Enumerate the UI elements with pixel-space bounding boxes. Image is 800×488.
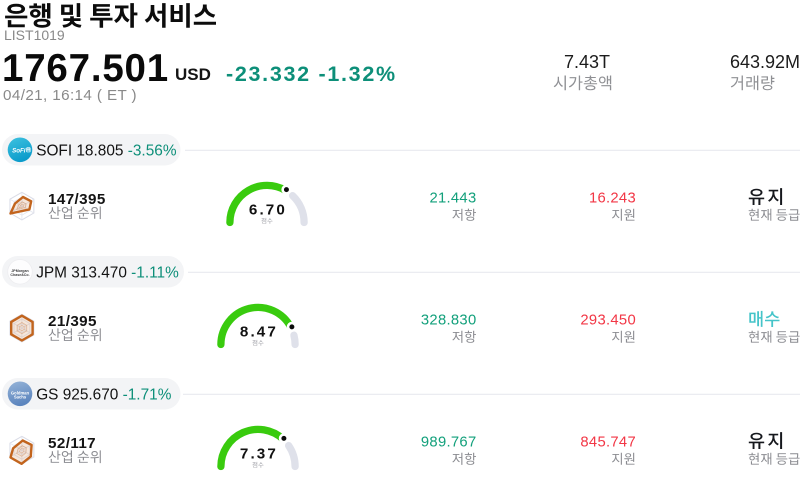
svg-text:JPM 313.470 -1.11%: JPM 313.470 -1.11% (36, 264, 179, 281)
svg-text:52/117: 52/117 (48, 435, 96, 452)
svg-text:LIST1019: LIST1019 (4, 27, 65, 43)
svg-text:7.37: 7.37 (240, 446, 278, 463)
svg-text:GS 925.670 -1.71%: GS 925.670 -1.71% (36, 386, 172, 403)
svg-text:643.92M: 643.92M (730, 52, 800, 72)
svg-text:1767.501: 1767.501 (2, 47, 169, 90)
svg-text:Chase&Co.: Chase&Co. (10, 273, 29, 277)
svg-text:SoFi: SoFi (12, 147, 26, 154)
svg-text:7.43T: 7.43T (564, 52, 610, 72)
svg-text:6.70: 6.70 (249, 202, 287, 219)
svg-text:04/21, 16:14 ( ET ): 04/21, 16:14 ( ET ) (3, 87, 137, 104)
svg-text:21/395: 21/395 (48, 313, 97, 330)
svg-text:845.747: 845.747 (580, 435, 636, 451)
svg-text:21.443: 21.443 (429, 191, 476, 207)
svg-text:Goldman: Goldman (11, 390, 30, 395)
svg-text:USD: USD (175, 65, 211, 84)
svg-text:SOFI 18.805 -3.56%: SOFI 18.805 -3.56% (36, 142, 177, 159)
svg-text:293.450: 293.450 (580, 313, 636, 329)
svg-text:147/395: 147/395 (48, 191, 106, 208)
svg-text:JPMorgan: JPMorgan (11, 269, 28, 273)
svg-text:328.830: 328.830 (421, 313, 477, 329)
svg-text:989.767: 989.767 (421, 435, 477, 451)
svg-text:8.47: 8.47 (240, 324, 278, 341)
svg-text:16.243: 16.243 (589, 191, 636, 207)
svg-text:-23.332 -1.32%: -23.332 -1.32% (226, 62, 397, 86)
svg-text:Sachs: Sachs (14, 395, 27, 400)
